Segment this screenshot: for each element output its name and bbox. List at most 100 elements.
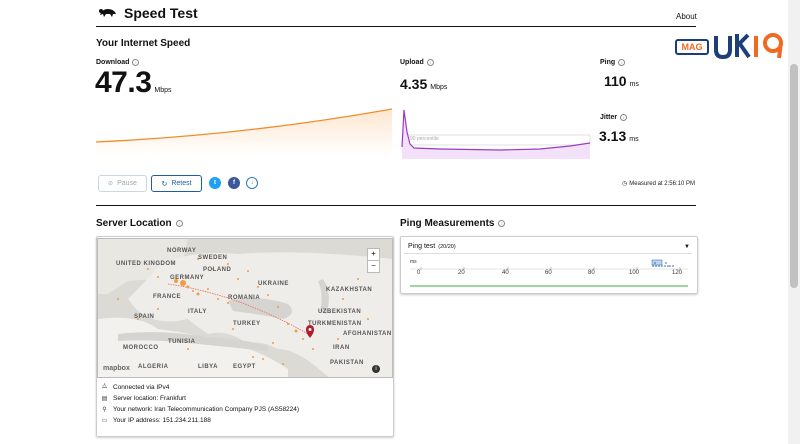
ping-axis-unit: ms (410, 259, 417, 265)
zoom-out-button[interactable]: − (367, 260, 380, 273)
mapbox-credit[interactable]: mapbox (103, 365, 130, 372)
jitter-label-text: Jitter (600, 114, 618, 121)
map-label-uzbekistan: UZBEKISTAN (318, 309, 362, 315)
upload-label: Upload i (400, 59, 434, 66)
map-label-spain: SPAIN (134, 314, 155, 320)
map-label-kazakhstan: KAZAKHSTAN (326, 287, 373, 293)
download-results-icon[interactable]: ↓ (246, 177, 258, 189)
jitter-unit: ms (629, 136, 639, 143)
download-unit: Mbps (154, 87, 172, 94)
site-logo: MAG (673, 30, 788, 62)
map-label-afghanistan: AFGHANISTAN (343, 331, 392, 337)
page-scrollbar[interactable] (788, 0, 800, 444)
server-location-title-text: Server Location (96, 218, 172, 229)
jitter-value: 3.13 ms (599, 128, 639, 144)
upload-speed: 4.35 (400, 76, 428, 92)
header-divider (96, 26, 696, 27)
map-graphic (98, 239, 392, 377)
turtle-logo-icon (99, 9, 116, 17)
map-label-sweden: SWEDEN (198, 255, 228, 261)
server-icon: ▤ (101, 396, 108, 402)
ping-label-text: Ping (600, 59, 616, 66)
pause-icon: ⊘ (108, 181, 114, 187)
speed-section-title: Your Internet Speed (96, 38, 191, 49)
ping-tick-120: 120 (672, 270, 683, 276)
about-link[interactable]: About (676, 12, 697, 21)
ping-value: 110 ms (604, 73, 639, 89)
ping-dropdown-divider (404, 253, 692, 254)
pause-label: Pause (117, 180, 137, 187)
upload-value: 4.35 Mbps (400, 76, 447, 92)
retest-icon: ↻ (161, 180, 168, 188)
ping-tick-100: 100 (629, 270, 640, 276)
jitter-info-icon[interactable]: i (620, 114, 628, 121)
clock-icon: ◷ (622, 181, 628, 187)
server-location-row: ▤ Server location: Frankfurt (101, 395, 299, 402)
map-label-algeria: ALGERIA (138, 364, 169, 370)
jitter-label: Jitter i (600, 114, 628, 121)
ping-measurements-title: Ping Measurements i (400, 218, 506, 229)
map-label-norway: NORWAY (167, 248, 197, 254)
map-label-turkmenistan: TURKMENISTAN (308, 321, 362, 327)
ping-label: Ping i (600, 59, 626, 66)
network-icon: ⧊ (101, 384, 108, 390)
app-title: Speed Test (124, 5, 198, 21)
server-info-icon[interactable]: i (175, 220, 183, 227)
map-label-iran: IRAN (333, 345, 350, 351)
ping-measurements-title-text: Ping Measurements (400, 218, 495, 229)
map-label-italy: ITALY (188, 309, 207, 315)
ping-chart (410, 259, 688, 287)
map-label-poland: POLAND (203, 267, 232, 273)
ping-info-icon[interactable]: i (618, 59, 626, 66)
pause-button[interactable]: ⊘ Pause (98, 175, 147, 192)
location-pin-icon: ⚲ (102, 407, 107, 413)
app-header: Speed Test (98, 5, 198, 21)
connection-type-text: Connected via IPv4 (113, 384, 170, 391)
network-text: Your network: Iran Telecommunication Com… (113, 406, 300, 413)
ip-row: ▭ Your IP address: 151.234.211.188 (101, 417, 299, 424)
ping-tick-0: 0 (417, 270, 421, 276)
upload-graph: 90 percentile (401, 109, 591, 159)
jitter-ms: 3.13 (599, 128, 627, 144)
ping-tick-60: 60 (545, 270, 552, 276)
map-label-romania: ROMANIA (228, 295, 261, 301)
server-info-list: ⧊ Connected via IPv4 ▤ Server location: Fr… (101, 384, 299, 424)
chevron-down-icon: ▼ (684, 243, 690, 250)
map-label-morocco: MOROCCO (123, 345, 159, 351)
map-label-uk: UNITED KINGDOM (116, 261, 176, 267)
twitter-share-icon[interactable]: t (209, 177, 221, 189)
map-label-france: FRANCE (153, 294, 181, 300)
ping-test-dropdown[interactable]: Ping test (20/20) ▼ (408, 241, 690, 252)
download-speed: 47.3 (95, 66, 152, 99)
server-card (96, 236, 394, 437)
map-label-turkey: TURKEY (233, 321, 261, 327)
ping-card (400, 236, 698, 294)
retest-button[interactable]: ↻ Retest (151, 175, 202, 192)
ping-tick-40: 40 (502, 270, 509, 276)
upload-unit: Mbps (430, 84, 448, 91)
upload-label-text: Upload (400, 59, 424, 66)
ping-measurements-info-icon[interactable]: i (498, 220, 506, 227)
map-label-libya: LIBYA (198, 364, 218, 370)
map-info-icon[interactable]: i (372, 365, 380, 373)
ip-text: Your IP address: 151.234.211.188 (113, 417, 211, 424)
scrollbar-thumb[interactable] (790, 64, 798, 288)
brand-wordmark-icon (714, 33, 783, 60)
server-location-title: Server Location i (96, 218, 183, 229)
server-map[interactable]: NORWAY SWEDEN UNITED KINGDOM POLAND UKRA… (97, 238, 393, 378)
network-row: ⚲ Your network: Iran Telecommunication Co… (101, 406, 299, 413)
map-label-ukraine: UKRAINE (258, 281, 289, 287)
facebook-share-icon[interactable]: f (228, 177, 240, 189)
ping-tick-20: 20 (458, 270, 465, 276)
download-label-text: Download (96, 59, 130, 66)
download-info-icon[interactable]: i (132, 59, 140, 66)
download-graph (96, 108, 392, 155)
mag-badge: MAG (675, 39, 709, 55)
map-label-germany: GERMANY (170, 275, 205, 281)
ip-card-icon: ▭ (101, 418, 108, 424)
map-label-tunisia: TUNISIA (168, 339, 196, 345)
upload-info-icon[interactable]: i (426, 59, 434, 66)
map-label-egypt: EGYPT (233, 364, 256, 370)
server-location-text: Server location: Frankfurt (113, 395, 186, 402)
connection-type-row: ⧊ Connected via IPv4 (101, 384, 299, 391)
